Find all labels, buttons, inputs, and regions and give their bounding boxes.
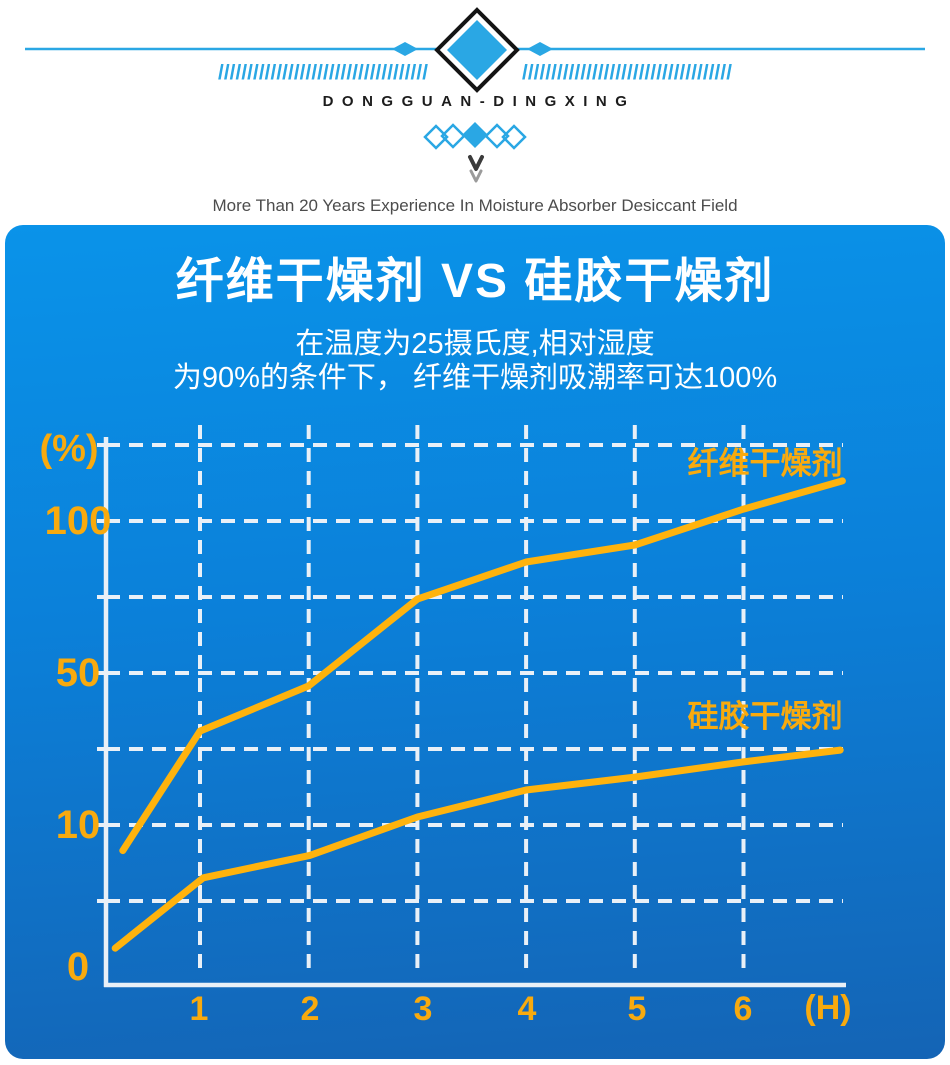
- brand-tagline: More Than 20 Years Experience In Moistur…: [212, 196, 738, 215]
- chain-diamond-filled-icon: [462, 122, 488, 148]
- brand-name: DONGGUAN-DINGXING: [322, 93, 636, 110]
- x-axis-unit-label: (H): [804, 989, 852, 1027]
- chevron-down-dark-icon: [468, 155, 484, 171]
- brand-header: //////////////////////////////////// ///…: [0, 0, 950, 225]
- right-hatch-stripes: ////////////////////////////////////: [522, 64, 733, 82]
- comparison-panel: 纤维干燥剂 VS 硅胶干燥剂 在温度为25摄氏度,相对湿度 为90%的条件下， …: [5, 225, 945, 1059]
- y-tick-0: 0: [66, 945, 90, 989]
- series-curve-1: [111, 746, 844, 952]
- x-tick-5: 5: [627, 990, 647, 1028]
- right-lens-diamond-icon: [527, 42, 553, 56]
- panel-subtitle-line2: 为90%的条件下， 纤维干燥剂吸潮率可达100%: [172, 362, 778, 394]
- y-axis-unit-label: (%): [39, 428, 99, 470]
- chain-diamond-icon: [440, 123, 466, 149]
- series-curve-0: [119, 477, 846, 855]
- chain-diamond-icon: [501, 124, 527, 150]
- x-tick-4: 4: [517, 990, 537, 1028]
- panel-subtitle: 在温度为25摄氏度,相对湿度 为90%的条件下， 纤维干燥剂吸潮率可达100%: [5, 327, 945, 395]
- x-tick-2: 2: [300, 990, 320, 1028]
- series-label-fiber: 纤维干燥剂: [687, 446, 843, 481]
- x-tick-3: 3: [413, 990, 433, 1028]
- panel-subtitle-line1: 在温度为25摄氏度,相对湿度: [295, 328, 655, 360]
- line-chart: [97, 425, 846, 988]
- header-decoration: [25, 7, 925, 183]
- chevron-down-light-icon: [469, 169, 483, 183]
- panel-title: 纤维干燥剂 VS 硅胶干燥剂: [175, 255, 775, 308]
- x-tick-6: 6: [733, 990, 753, 1028]
- chain-diamond-icon: [484, 123, 510, 149]
- x-tick-1: 1: [189, 990, 209, 1028]
- logo-diamond-fill-icon: [447, 20, 507, 80]
- left-lens-diamond-icon: [392, 42, 418, 56]
- y-tick-10: 10: [55, 803, 101, 847]
- y-tick-50: 50: [55, 651, 101, 695]
- left-hatch-stripes: ////////////////////////////////////: [218, 64, 429, 82]
- y-tick-100: 100: [44, 499, 112, 543]
- series-label-silica: 硅胶干燥剂: [687, 699, 843, 734]
